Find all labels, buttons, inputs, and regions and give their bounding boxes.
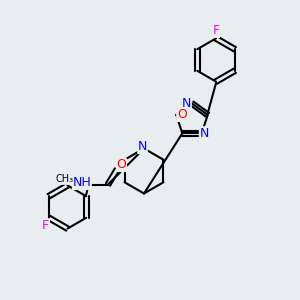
Text: O: O: [117, 158, 126, 172]
Text: NH: NH: [73, 176, 91, 190]
Text: N: N: [182, 97, 191, 110]
Text: CH₃: CH₃: [56, 174, 74, 184]
Text: N: N: [138, 140, 147, 154]
Text: F: F: [42, 219, 50, 232]
Text: O: O: [177, 108, 187, 122]
Text: N: N: [200, 127, 209, 140]
Text: F: F: [212, 24, 220, 38]
